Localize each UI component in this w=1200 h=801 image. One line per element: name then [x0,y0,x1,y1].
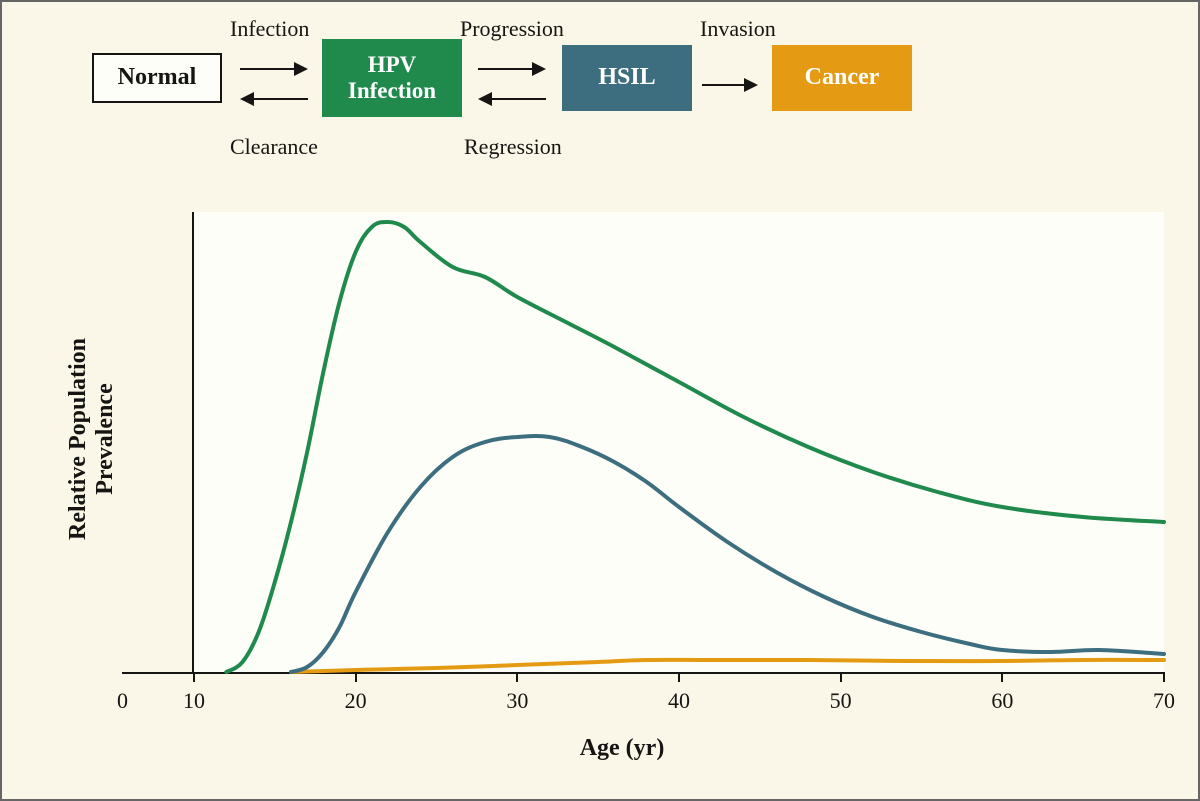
x-tick [1001,672,1003,682]
x-tick-label: 10 [183,688,205,714]
flow-label-regression: Regression [464,134,562,160]
x-tick-label: 50 [830,688,852,714]
x-tick-label: 20 [345,688,367,714]
x-tick-label: 70 [1153,688,1175,714]
arrow-invasion-icon [702,78,758,92]
x-tick [516,672,518,682]
x-tick-label: 30 [506,688,528,714]
plot-area: 10203040506070 [192,212,1164,674]
x-tick [193,672,195,682]
y-axis-label: Relative Population Prevalence [65,289,119,589]
arrow-clearance-icon [240,92,308,106]
x-tick [355,672,357,682]
flow-label-invasion: Invasion [700,16,776,42]
arrow-regression-icon [478,92,546,106]
series-hsil [291,436,1164,672]
chart-curves [194,212,1164,672]
x-tick [678,672,680,682]
x-tick-label: 40 [668,688,690,714]
flow-box-hsil: HSIL [562,45,692,111]
flow-box-cancer: Cancer [772,45,912,111]
chart: Relative Population Prevalence 0 1020304… [72,212,1172,772]
x-tick-label-0: 0 [117,688,128,714]
figure-frame: Normal HPV Infection HSIL Cancer Infecti… [0,0,1200,801]
series-hpv [226,222,1164,672]
series-cancer [291,660,1164,672]
flow-label-infection: Infection [230,16,309,42]
arrow-infection-icon [240,62,308,76]
flow-label-clearance: Clearance [230,134,318,160]
flow-box-normal: Normal [92,53,222,103]
x-tick [1163,672,1165,682]
x-tick-label: 60 [991,688,1013,714]
x-axis-label: Age (yr) [72,735,1172,762]
flow-box-hpv: HPV Infection [322,39,462,117]
x-tick [840,672,842,682]
axis-extension [122,672,194,674]
flow-label-progression: Progression [460,16,564,42]
arrow-progression-icon [478,62,546,76]
